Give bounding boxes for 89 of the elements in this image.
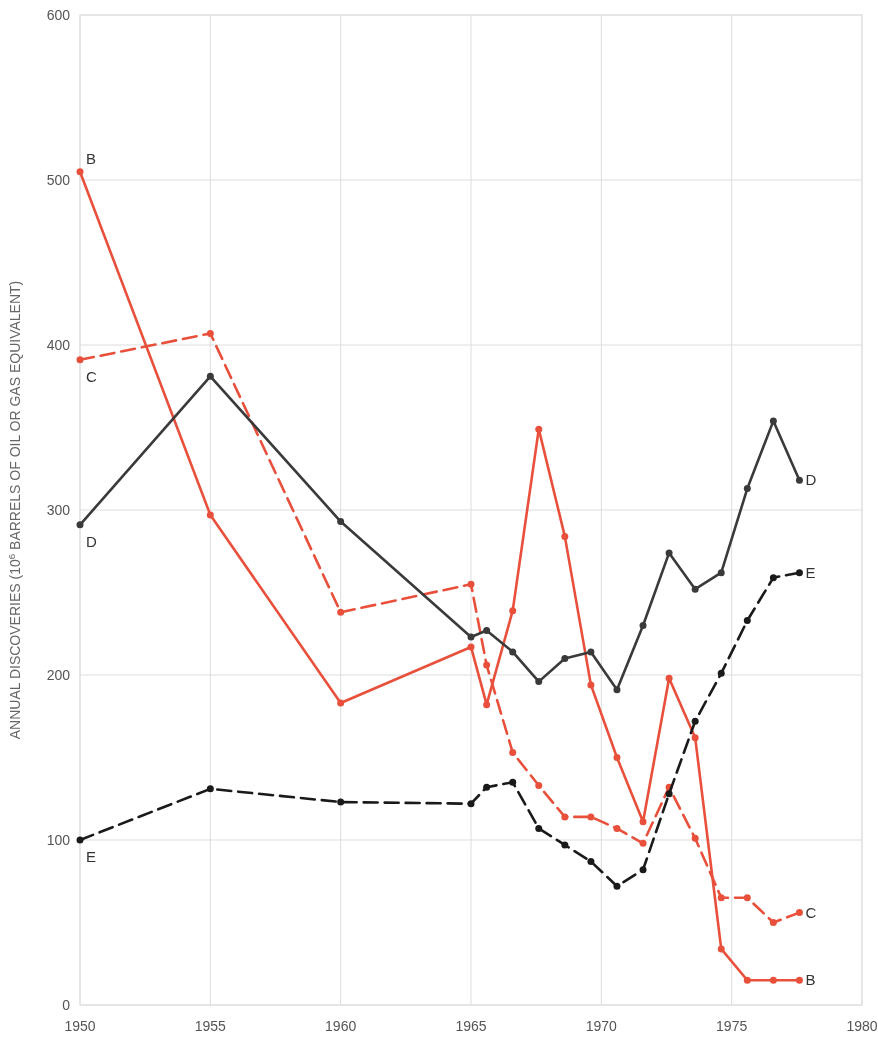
series-label: D: [805, 471, 817, 489]
point: [467, 800, 475, 808]
point: [795, 476, 803, 484]
point: [613, 824, 621, 832]
y-tick-label: 400: [46, 337, 71, 353]
point: [206, 372, 214, 380]
point: [337, 699, 345, 707]
point: [613, 754, 621, 761]
text: C: [86, 367, 97, 385]
point: [691, 717, 699, 725]
point: [717, 569, 725, 577]
point: [795, 569, 803, 577]
point: [717, 894, 725, 902]
point: [639, 839, 647, 847]
point: [561, 655, 569, 662]
point: [337, 608, 345, 616]
text: D: [86, 532, 97, 550]
point: [467, 580, 475, 588]
y-tick-label: 0: [62, 997, 71, 1013]
series-label: E: [805, 563, 816, 581]
point: [561, 813, 569, 821]
point: [467, 633, 475, 641]
point: [795, 909, 803, 917]
point: [717, 945, 725, 953]
series-label: B: [805, 971, 816, 989]
y-tick-label: 200: [46, 667, 71, 683]
point: [561, 532, 569, 540]
point: [769, 919, 777, 926]
point: [665, 674, 673, 682]
y-tick-label: 300: [46, 502, 71, 518]
point: [691, 585, 699, 593]
point: [743, 617, 751, 625]
point: [639, 866, 647, 874]
point: [769, 417, 777, 425]
point: [76, 168, 84, 176]
point: [795, 976, 803, 984]
x-tick-label: 1965: [455, 1018, 487, 1034]
point: [509, 749, 517, 757]
point: [769, 976, 777, 984]
point: [613, 882, 621, 890]
point: [665, 790, 673, 798]
point: [206, 785, 214, 793]
point: [535, 824, 543, 832]
point: [691, 834, 699, 842]
point: [206, 329, 214, 337]
y-tick-label: 500: [46, 172, 71, 188]
point: [561, 841, 569, 849]
point: [743, 485, 751, 493]
point: [206, 511, 214, 519]
point: [743, 894, 751, 902]
point: [717, 669, 725, 677]
series-label: C: [805, 903, 817, 921]
point: [639, 818, 647, 826]
point: [483, 661, 491, 669]
y-tick-label: 600: [46, 7, 71, 23]
x-tick-label: 1955: [194, 1018, 227, 1034]
point: [483, 701, 491, 709]
x-tick-label: 1975: [716, 1018, 748, 1034]
point: [483, 783, 491, 791]
point: [587, 648, 595, 656]
y-tick-label: 100: [46, 832, 71, 848]
point: [587, 857, 595, 865]
point: [337, 518, 345, 526]
point: [639, 622, 647, 629]
point: [483, 626, 491, 634]
x-tick-label: 1960: [325, 1018, 357, 1034]
point: [76, 356, 84, 364]
point: [509, 778, 517, 786]
point: [509, 607, 517, 615]
x-tick-label: 1980: [846, 1018, 878, 1034]
point: [691, 734, 699, 742]
point: [665, 549, 673, 557]
text: B: [86, 149, 97, 167]
point: [769, 574, 777, 582]
point: [337, 798, 345, 806]
point: [467, 643, 475, 651]
x-tick-label: 1950: [64, 1018, 96, 1034]
text: E: [86, 848, 97, 865]
point: [613, 686, 621, 694]
point: [76, 521, 84, 529]
point: [76, 836, 84, 844]
point: [587, 813, 595, 821]
point: [535, 425, 543, 433]
x-tick-label: 1970: [585, 1018, 618, 1034]
point: [587, 681, 595, 689]
point: [509, 648, 517, 656]
point: [535, 678, 543, 686]
point: [535, 782, 543, 790]
point: [743, 976, 751, 984]
